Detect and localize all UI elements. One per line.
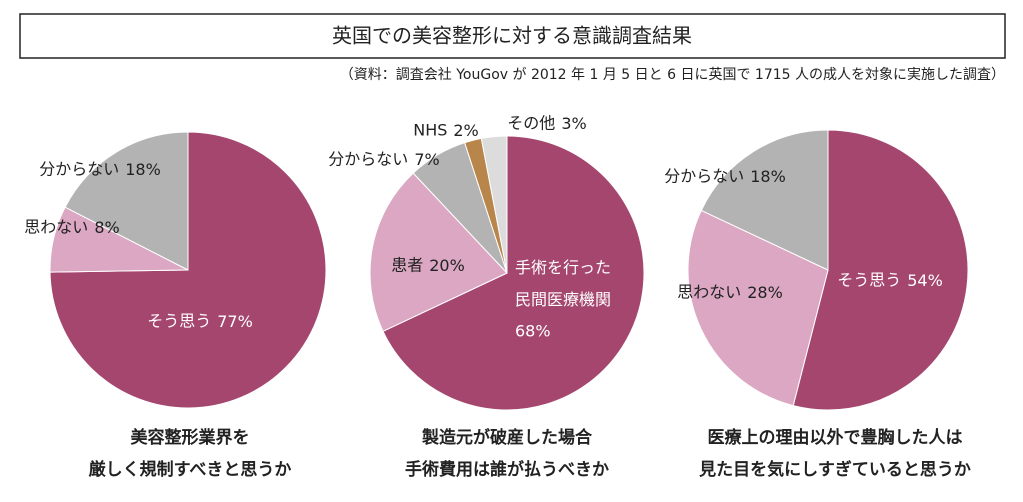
slice-label: 手術を行った民間医療機関 bbox=[515, 258, 611, 309]
pie-slice bbox=[64, 131, 189, 271]
pie-caption: 医療上の理由以外で豊胸した人は bbox=[708, 427, 963, 448]
slice-label: 思わない 8% bbox=[24, 218, 119, 237]
value-label: 77% bbox=[217, 312, 253, 331]
pie-slice bbox=[687, 209, 829, 407]
pie-slice bbox=[369, 172, 508, 332]
slice-label: 思わない 28% bbox=[677, 283, 783, 302]
pie-slice bbox=[700, 129, 829, 271]
pie-slice bbox=[382, 135, 645, 411]
value-label: 7% bbox=[414, 150, 439, 169]
source-note: （資料：調査会社 YouGov が 2012 年 1 月 5 日と 6 日に英国… bbox=[340, 66, 1005, 83]
slice-label: そう思う 77% bbox=[147, 312, 253, 331]
slice-label: そう思う 54% bbox=[837, 271, 943, 290]
slice-label: NHS 2% bbox=[413, 121, 479, 140]
pie-caption: 見た目を気にしすぎていると思うか bbox=[698, 459, 971, 480]
slice-label: その他 3% bbox=[507, 114, 586, 133]
value-label: 18% bbox=[750, 167, 786, 186]
pie-slice bbox=[49, 131, 327, 409]
title-box bbox=[19, 13, 1006, 59]
value-label: 3% bbox=[561, 114, 586, 133]
pie-slice bbox=[792, 129, 969, 411]
pie-caption: 手術費用は誰が払うべきか bbox=[405, 459, 609, 480]
pie-slice bbox=[480, 135, 508, 274]
value-label: 20% bbox=[429, 256, 465, 275]
value-label: 54% bbox=[907, 271, 943, 290]
pie-caption: 製造元が破産した場合 bbox=[421, 427, 593, 448]
chart-title: 英国での美容整形に対する意識調査結果 bbox=[332, 24, 692, 48]
value-label: 28% bbox=[747, 283, 783, 302]
pie-caption: 厳しく規制すべきと思うか bbox=[89, 459, 292, 480]
value-label: 2% bbox=[453, 121, 478, 140]
value-label: 8% bbox=[94, 218, 119, 237]
value-label: 68% bbox=[515, 322, 551, 341]
slice-label: 分からない 18% bbox=[664, 167, 786, 186]
slice-label: 分からない 7% bbox=[328, 150, 439, 169]
pie-caption: 美容整形業界を bbox=[131, 427, 250, 448]
slice-label: 分からない 18% bbox=[39, 160, 161, 179]
value-label: 18% bbox=[125, 160, 161, 179]
